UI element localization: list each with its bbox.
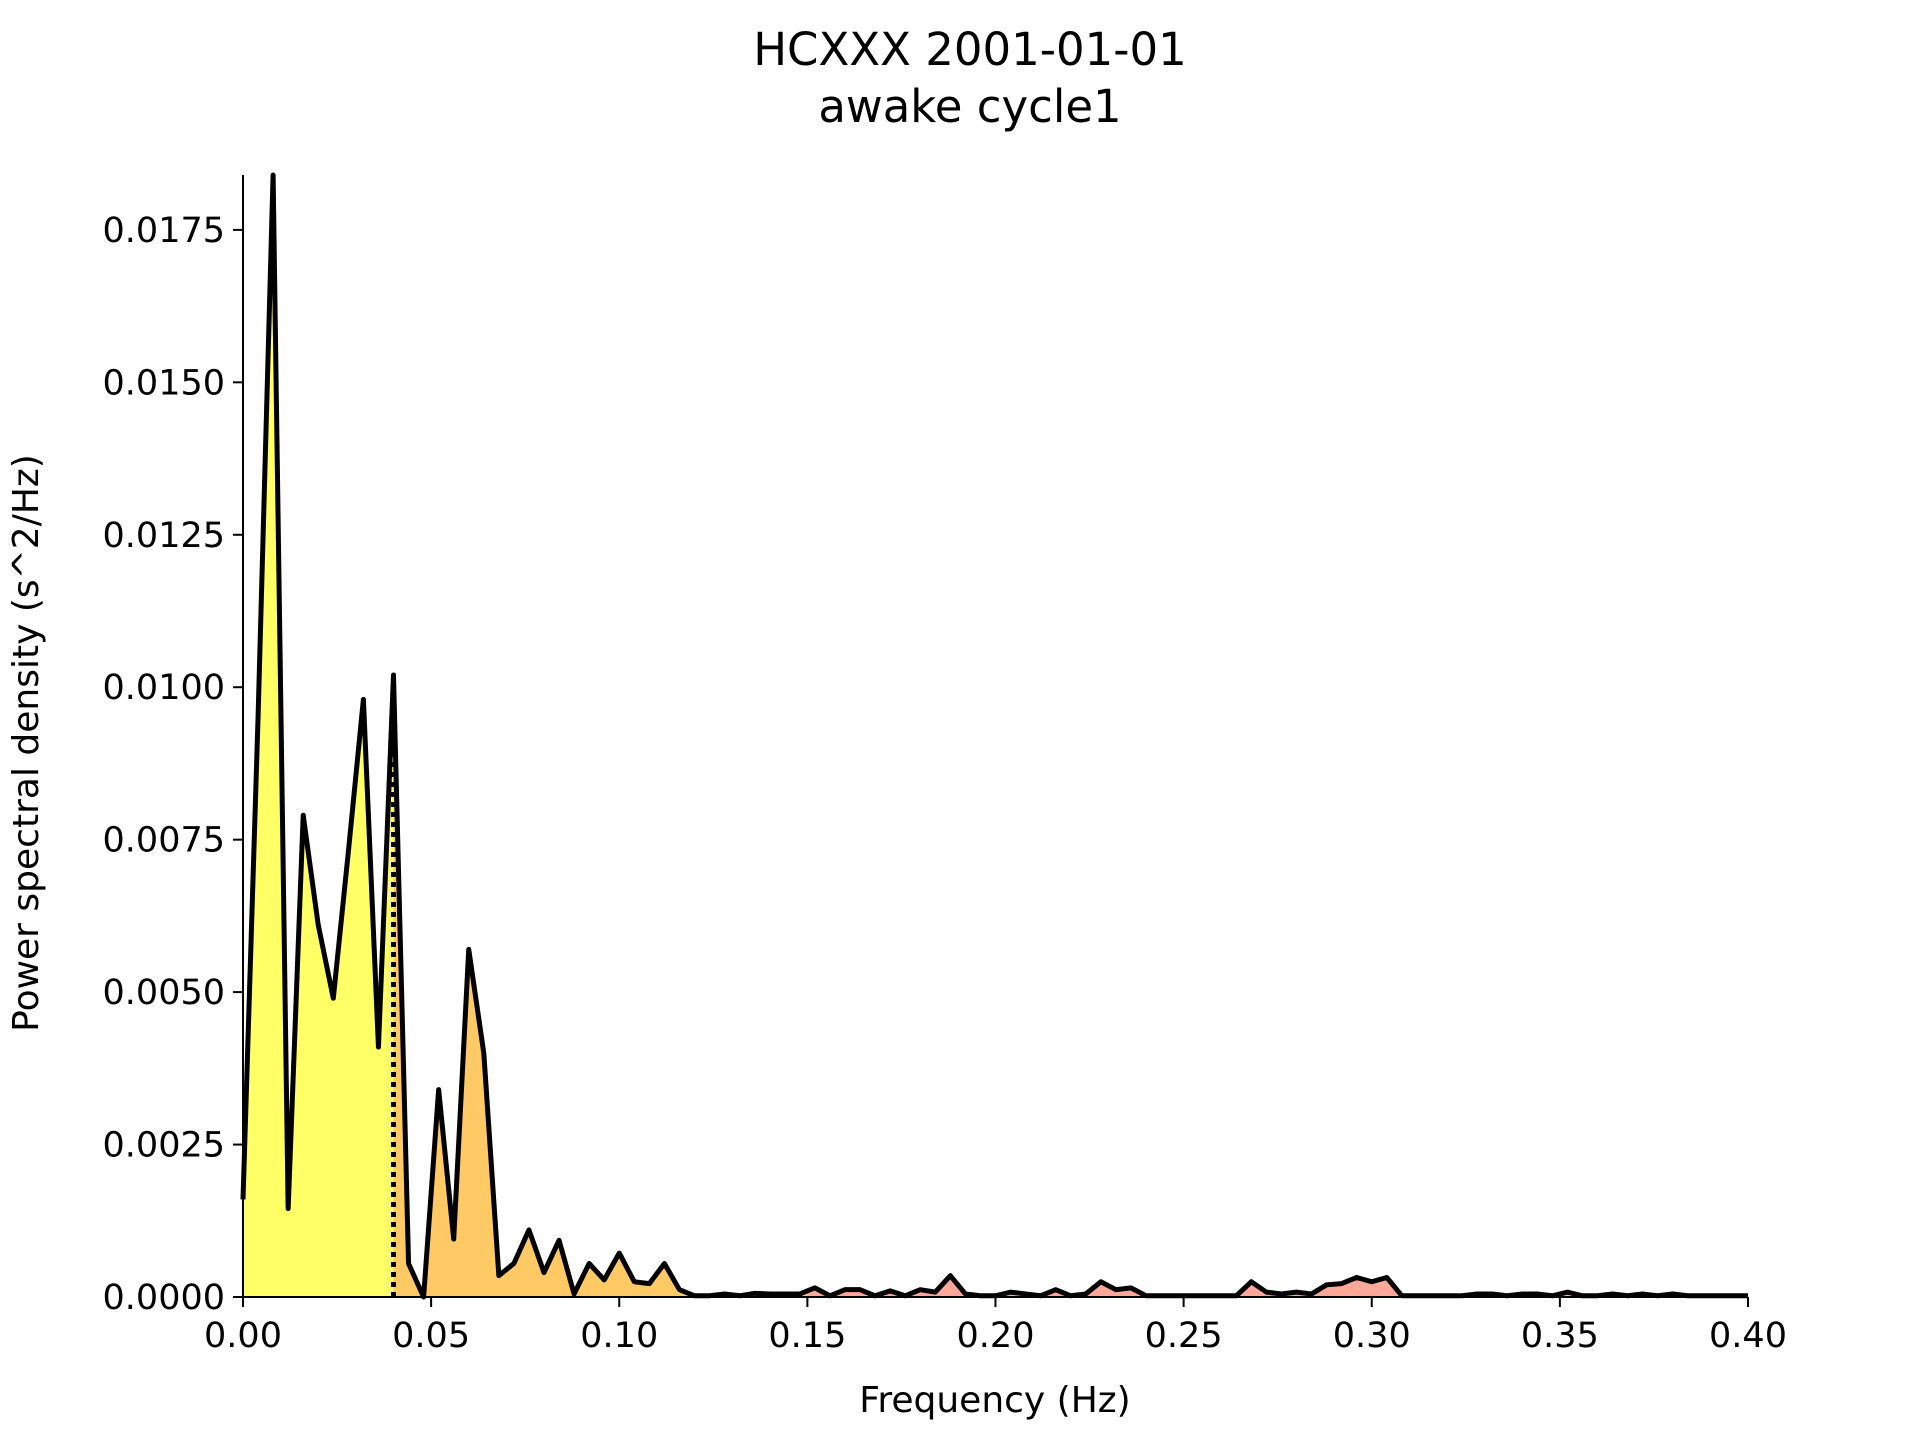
x-tick-label: 0.30 <box>1333 1316 1411 1356</box>
y-axis-ticks: 0.0000 0.0025 0.0050 0.0075 0.0100 0.0125 0.01… <box>103 211 243 1318</box>
x-tick-label: 0.40 <box>1709 1316 1787 1356</box>
x-axis-ticks: 0.00 0.05 0.10 0.15 0.20 0.25 0.30 0.35 0.40 <box>204 1297 1787 1356</box>
y-axis-label: Power spectral density (s^2/Hz) <box>6 454 47 1032</box>
x-tick-label: 0.10 <box>580 1316 658 1356</box>
y-tick-label: 0.0000 <box>103 1278 225 1318</box>
band-fill-2 <box>393 675 808 1297</box>
x-tick-label: 0.35 <box>1521 1316 1599 1356</box>
x-tick-label: 0.05 <box>392 1316 470 1356</box>
y-tick-label: 0.0075 <box>103 821 225 861</box>
y-tick-label: 0.0125 <box>103 516 225 556</box>
psd-line <box>240 172 1748 1300</box>
x-tick-label: 0.15 <box>768 1316 846 1356</box>
y-tick-label: 0.0025 <box>103 1126 225 1166</box>
band-fills <box>243 175 1748 1297</box>
chart-subtitle: awake cycle1 <box>818 80 1121 133</box>
y-tick-label: 0.0175 <box>103 211 225 251</box>
x-tick-label: 0.20 <box>957 1316 1035 1356</box>
x-axis-label: Frequency (Hz) <box>859 1380 1130 1421</box>
y-tick-label: 0.0100 <box>103 668 225 708</box>
x-tick-label: 0.00 <box>204 1316 282 1356</box>
psd-series <box>240 172 1748 1300</box>
y-tick-label: 0.0050 <box>103 973 225 1013</box>
x-tick-label: 0.25 <box>1145 1316 1223 1356</box>
band-fill-1 <box>243 175 394 1297</box>
chart-title: HCXXX 2001-01-01 <box>753 23 1187 76</box>
y-tick-label: 0.0150 <box>103 363 225 403</box>
